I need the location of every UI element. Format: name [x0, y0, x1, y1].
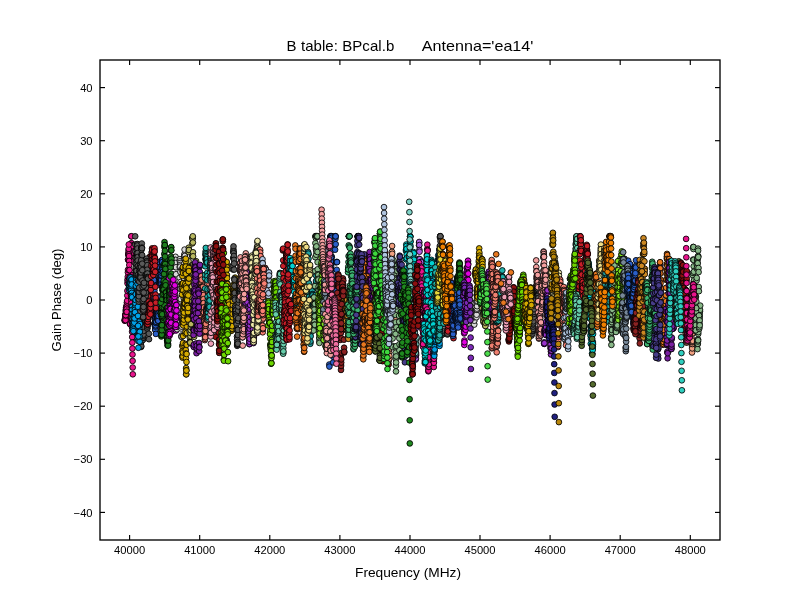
svg-text:46000: 46000: [535, 544, 566, 556]
svg-text:20: 20: [80, 188, 92, 200]
svg-text:−20: −20: [74, 400, 93, 412]
svg-text:−30: −30: [74, 453, 93, 465]
svg-text:Gain Phase (deg): Gain Phase (deg): [49, 249, 64, 352]
svg-text:45000: 45000: [464, 544, 495, 556]
svg-text:41000: 41000: [184, 544, 215, 556]
svg-text:−10: −10: [74, 347, 93, 359]
svg-text:10: 10: [80, 241, 92, 253]
svg-text:47000: 47000: [605, 544, 636, 556]
svg-text:40000: 40000: [114, 544, 145, 556]
svg-text:0: 0: [86, 294, 92, 306]
svg-text:B table: BPcal.b: B table: BPcal.b: [287, 37, 395, 54]
svg-text:Frequency (MHz): Frequency (MHz): [355, 565, 461, 580]
svg-text:−40: −40: [74, 507, 93, 519]
svg-text:Antenna='ea14': Antenna='ea14': [422, 37, 534, 54]
svg-text:42000: 42000: [254, 544, 285, 556]
svg-text:43000: 43000: [324, 544, 355, 556]
svg-text:44000: 44000: [394, 544, 425, 556]
svg-text:48000: 48000: [675, 544, 706, 556]
svg-text:30: 30: [80, 135, 92, 147]
svg-text:40: 40: [80, 82, 92, 94]
